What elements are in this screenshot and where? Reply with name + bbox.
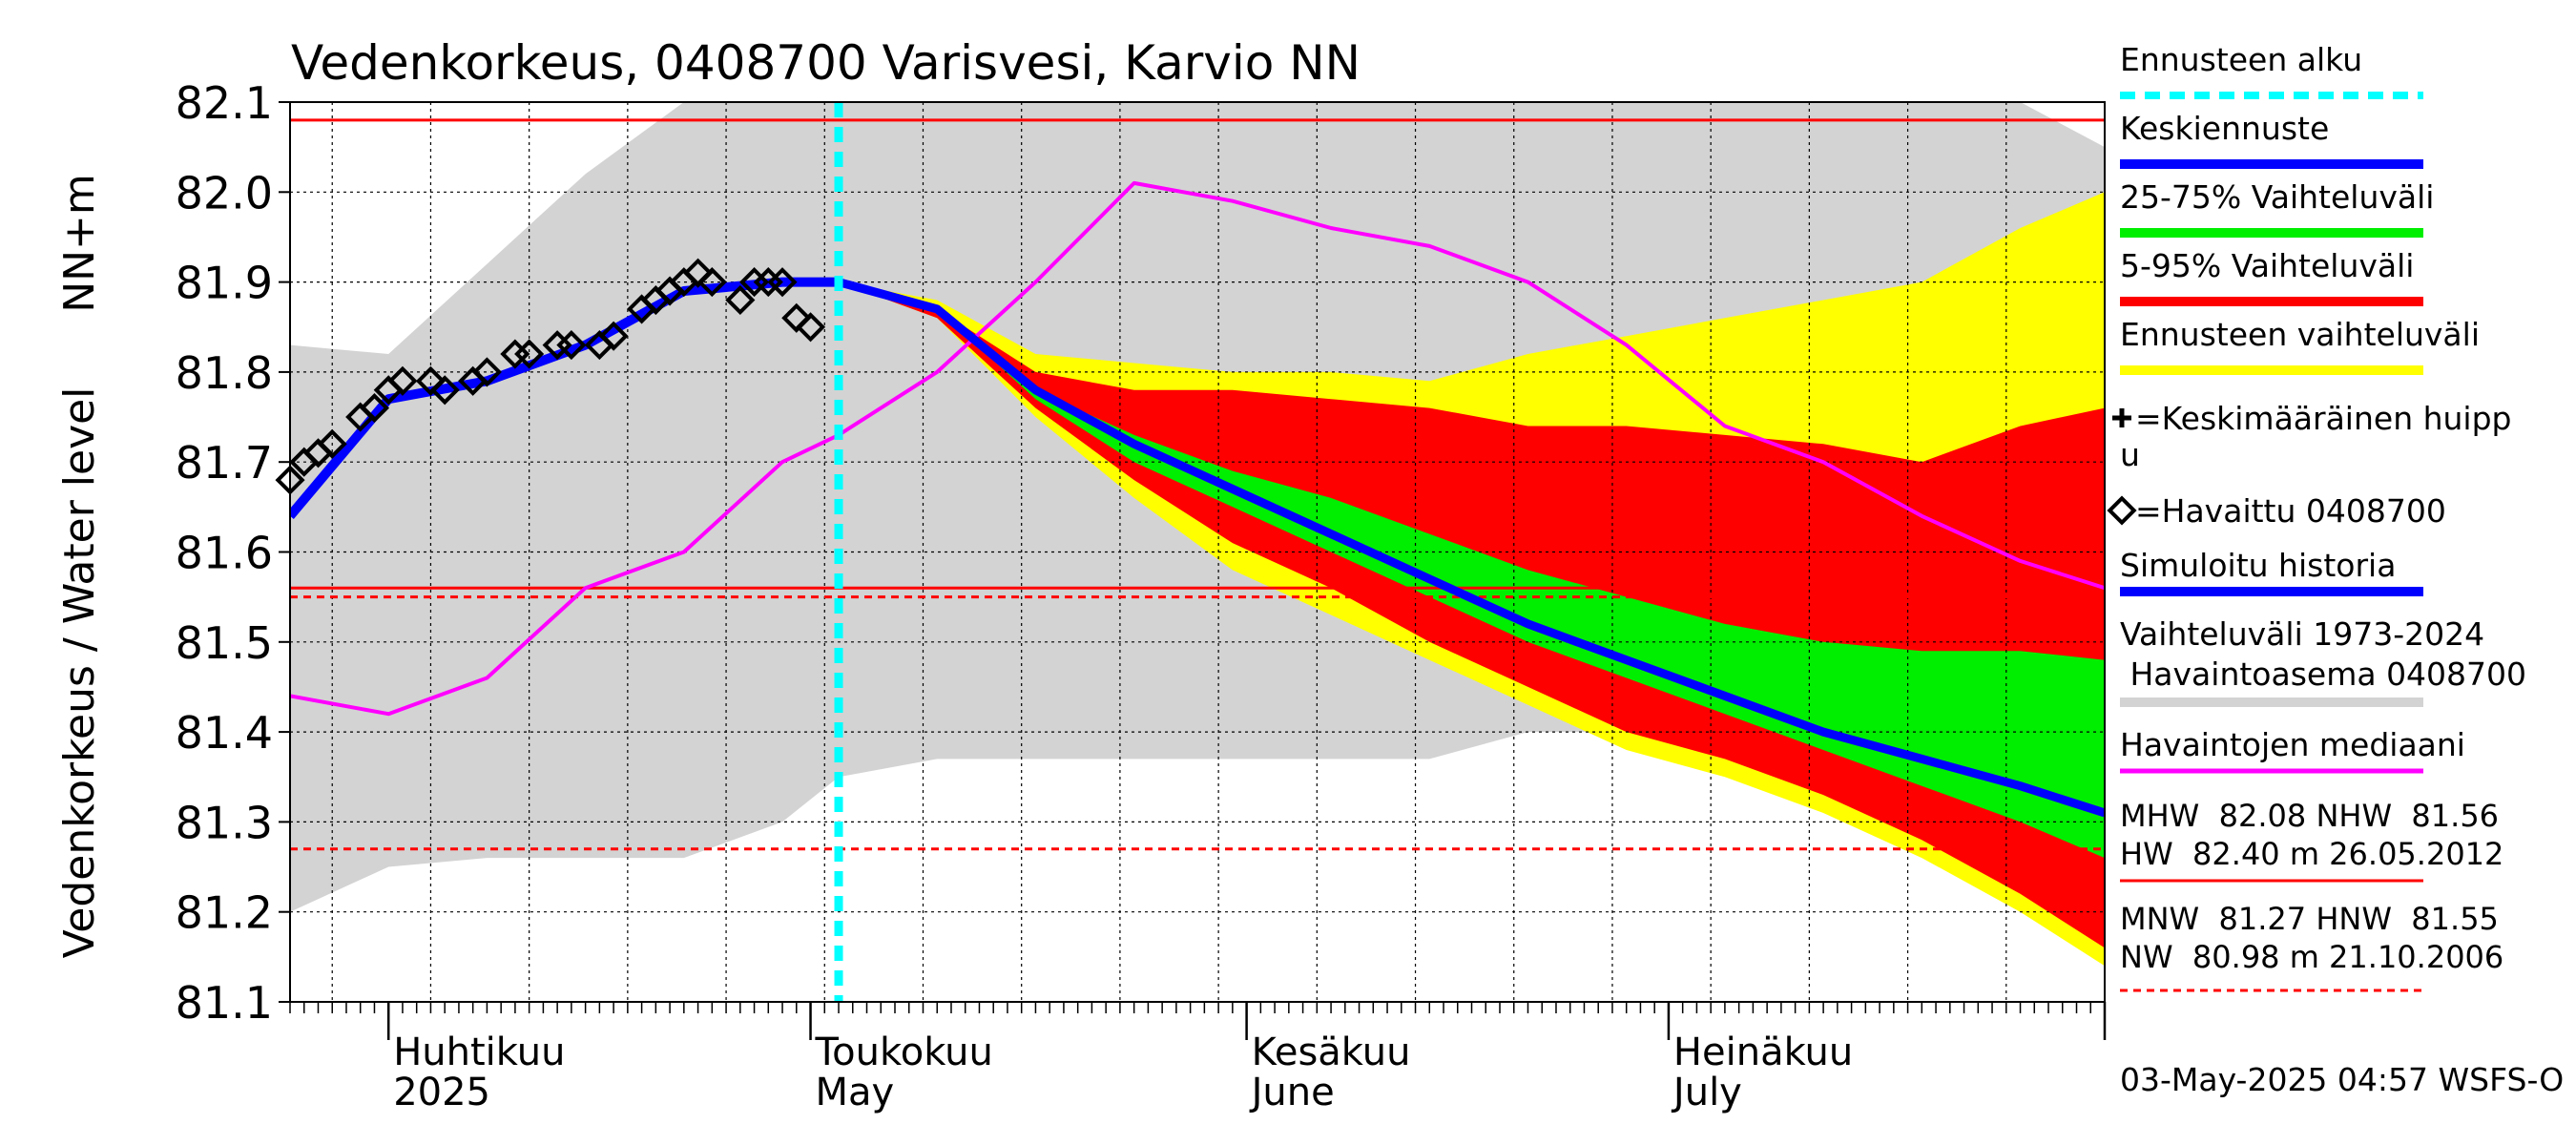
y-tick-label: 81.7: [176, 437, 273, 489]
observed-point: [598, 321, 629, 351]
x-month-label: Huhtikuu: [393, 1030, 565, 1074]
x-month-sublabel: July: [1671, 1071, 1742, 1114]
x-month-label: Heinäkuu: [1673, 1030, 1853, 1074]
timestamp: 03-May-2025 04:57 WSFS-O: [2120, 1061, 2564, 1098]
x-month-sublabel: May: [816, 1071, 895, 1114]
observed-point: [359, 393, 390, 424]
observed-point: [725, 284, 756, 316]
observed-point: [429, 375, 460, 406]
x-month-label: Kesäkuu: [1252, 1030, 1411, 1074]
y-axis-label: Vedenkorkeus / Water level: [55, 387, 104, 959]
observed-point: [796, 312, 826, 343]
observed-point: [471, 357, 502, 387]
y-tick-label: 82.1: [176, 77, 273, 129]
y-tick-label: 81.8: [176, 347, 273, 399]
x-month-sublabel: 2025: [393, 1071, 490, 1114]
legend-range-label-station: Havaintoasema 0408700: [2120, 656, 2526, 693]
y-tick-label: 81.2: [176, 887, 273, 939]
legend-label: 5-95% Vaihteluväli: [2120, 247, 2414, 284]
observed-point: [556, 330, 587, 361]
legend-label: Ennusteen vaihteluväli: [2120, 316, 2480, 353]
observed-point: [275, 465, 305, 495]
median-line: [290, 180, 2105, 717]
observed-markers: [275, 258, 826, 495]
legend-median-label: Havaintojen mediaani: [2120, 726, 2465, 763]
legend-range-label: Vaihteluväli 1973-2024: [2120, 615, 2484, 653]
legend-peak-label-cont: u: [2120, 436, 2140, 473]
legend: Ennusteen alku Keskiennuste 25-75% Vaihtel…: [2120, 41, 2480, 375]
y-tick-label: 81.1: [176, 977, 273, 1029]
plot-hlines: [290, 118, 2105, 851]
mean-forecast-line: [837, 278, 2105, 818]
y-tick-label: 82.0: [176, 167, 273, 219]
observed-point: [696, 267, 727, 298]
y-tick-label: 81.3: [176, 797, 273, 848]
x-month-label: Toukokuu: [815, 1030, 993, 1074]
legend-nw-label: NW 80.98 m 21.10.2006: [2120, 939, 2503, 975]
legend-extra: =Keskimääräinen huipp u =Havaittu 040870…: [2107, 400, 2564, 1098]
y-tick-label: 81.9: [176, 258, 273, 309]
y-tick-label: 81.4: [176, 707, 273, 759]
legend-label: Keskiennuste: [2120, 110, 2329, 147]
y-tick-label: 81.6: [176, 528, 273, 579]
x-month-sublabel: June: [1249, 1071, 1335, 1114]
legend-observed-label: =Havaittu 0408700: [2135, 492, 2446, 530]
observed-point: [387, 365, 418, 396]
legend-observed-marker: [2107, 495, 2137, 526]
axes: 81.1 81.2 81.3 81.4 81.5 81.6 81.7 81.8 81.9 82.0…: [176, 77, 2107, 1114]
observed-point: [514, 339, 545, 369]
legend-label: 25-75% Vaihteluväli: [2120, 178, 2434, 216]
legend-simulated-label: Simuloitu historia: [2120, 547, 2396, 584]
y-tick-label: 81.5: [176, 617, 273, 669]
legend-mnw-label: MNW 81.27 HNW 81.55: [2120, 901, 2499, 937]
chart-title: Vedenkorkeus, 0408700 Varisvesi, Karvio …: [291, 35, 1361, 91]
observed-point: [767, 267, 798, 298]
range-25-75-band: [839, 281, 2105, 859]
legend-label: Ennusteen alku: [2120, 41, 2362, 78]
observed-point: [317, 428, 347, 459]
legend-mhw-label: MHW 82.08 NHW 81.56: [2120, 798, 2499, 834]
legend-hw-label: HW 82.40 m 26.05.2012: [2120, 836, 2503, 872]
plot-grid: [290, 102, 2105, 1002]
legend-peak-label: =Keskimääräinen huipp: [2135, 400, 2512, 437]
y-axis-unit: NN+m: [55, 174, 104, 313]
plot-bands: [290, 102, 2105, 967]
